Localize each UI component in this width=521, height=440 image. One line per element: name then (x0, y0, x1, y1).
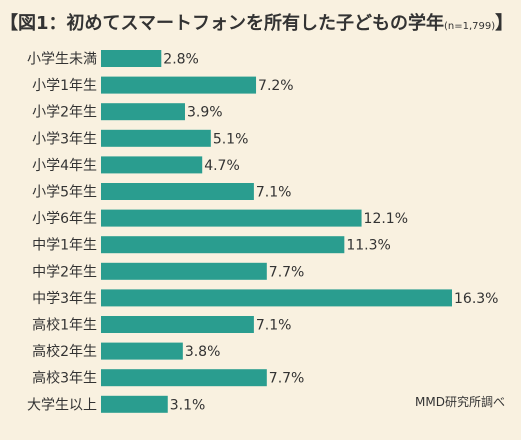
value-label: 7.2% (258, 78, 294, 94)
source-note: MMD研究所調べ (415, 395, 505, 409)
value-label: 16.3% (454, 291, 498, 307)
category-label: 高校2年生 (32, 343, 97, 360)
bar (101, 103, 185, 121)
category-label: 中学3年生 (32, 291, 97, 307)
bar (101, 156, 203, 174)
value-label: 5.1% (213, 131, 249, 147)
value-label: 7.1% (256, 185, 292, 201)
category-label: 小学1年生 (32, 78, 97, 94)
bar (101, 129, 211, 147)
bar (101, 316, 254, 333)
value-label: 11.3% (346, 238, 390, 254)
value-label: 7.7% (269, 371, 305, 387)
bar (101, 289, 452, 307)
value-label: 7.7% (269, 264, 305, 280)
bar (101, 209, 362, 227)
value-label: 7.1% (256, 318, 292, 334)
value-label: 3.8% (185, 344, 221, 360)
category-label: 小学2年生 (32, 105, 97, 121)
bar (101, 395, 168, 413)
chart-title: 【図1：初めてスマートフォンを所有した子どもの学年(n=1,799)】 (0, 7, 521, 41)
category-label: 高校3年生 (32, 370, 97, 387)
chart-sample-size: (n=1,799) (443, 21, 496, 32)
category-label: 小学生未満 (27, 52, 97, 68)
value-label: 4.7% (204, 158, 240, 174)
chart-title-text: 図1：初めてスマートフォンを所有した子どもの学年 (18, 13, 444, 34)
category-label: 小学6年生 (32, 211, 97, 227)
bar (101, 342, 183, 360)
value-label: 3.9% (187, 105, 223, 121)
category-label: 小学3年生 (32, 131, 97, 147)
bar (101, 183, 254, 200)
bar (101, 236, 345, 254)
category-label: 小学5年生 (32, 185, 97, 201)
category-label: 小学4年生 (32, 158, 97, 174)
value-label: 3.1% (170, 397, 206, 413)
bar (101, 76, 257, 94)
value-label: 12.1% (364, 211, 408, 227)
category-label: 中学1年生 (32, 238, 97, 254)
category-label: 中学2年生 (32, 264, 97, 280)
bar (101, 50, 162, 67)
title-close-bracket: 】 (495, 13, 514, 34)
category-label: 高校1年生 (32, 317, 97, 334)
title-open-bracket: 【 (0, 13, 18, 34)
category-label: 大学生以上 (27, 397, 97, 413)
bar (101, 262, 267, 280)
value-label: 2.8% (163, 52, 199, 68)
bar (101, 369, 267, 387)
